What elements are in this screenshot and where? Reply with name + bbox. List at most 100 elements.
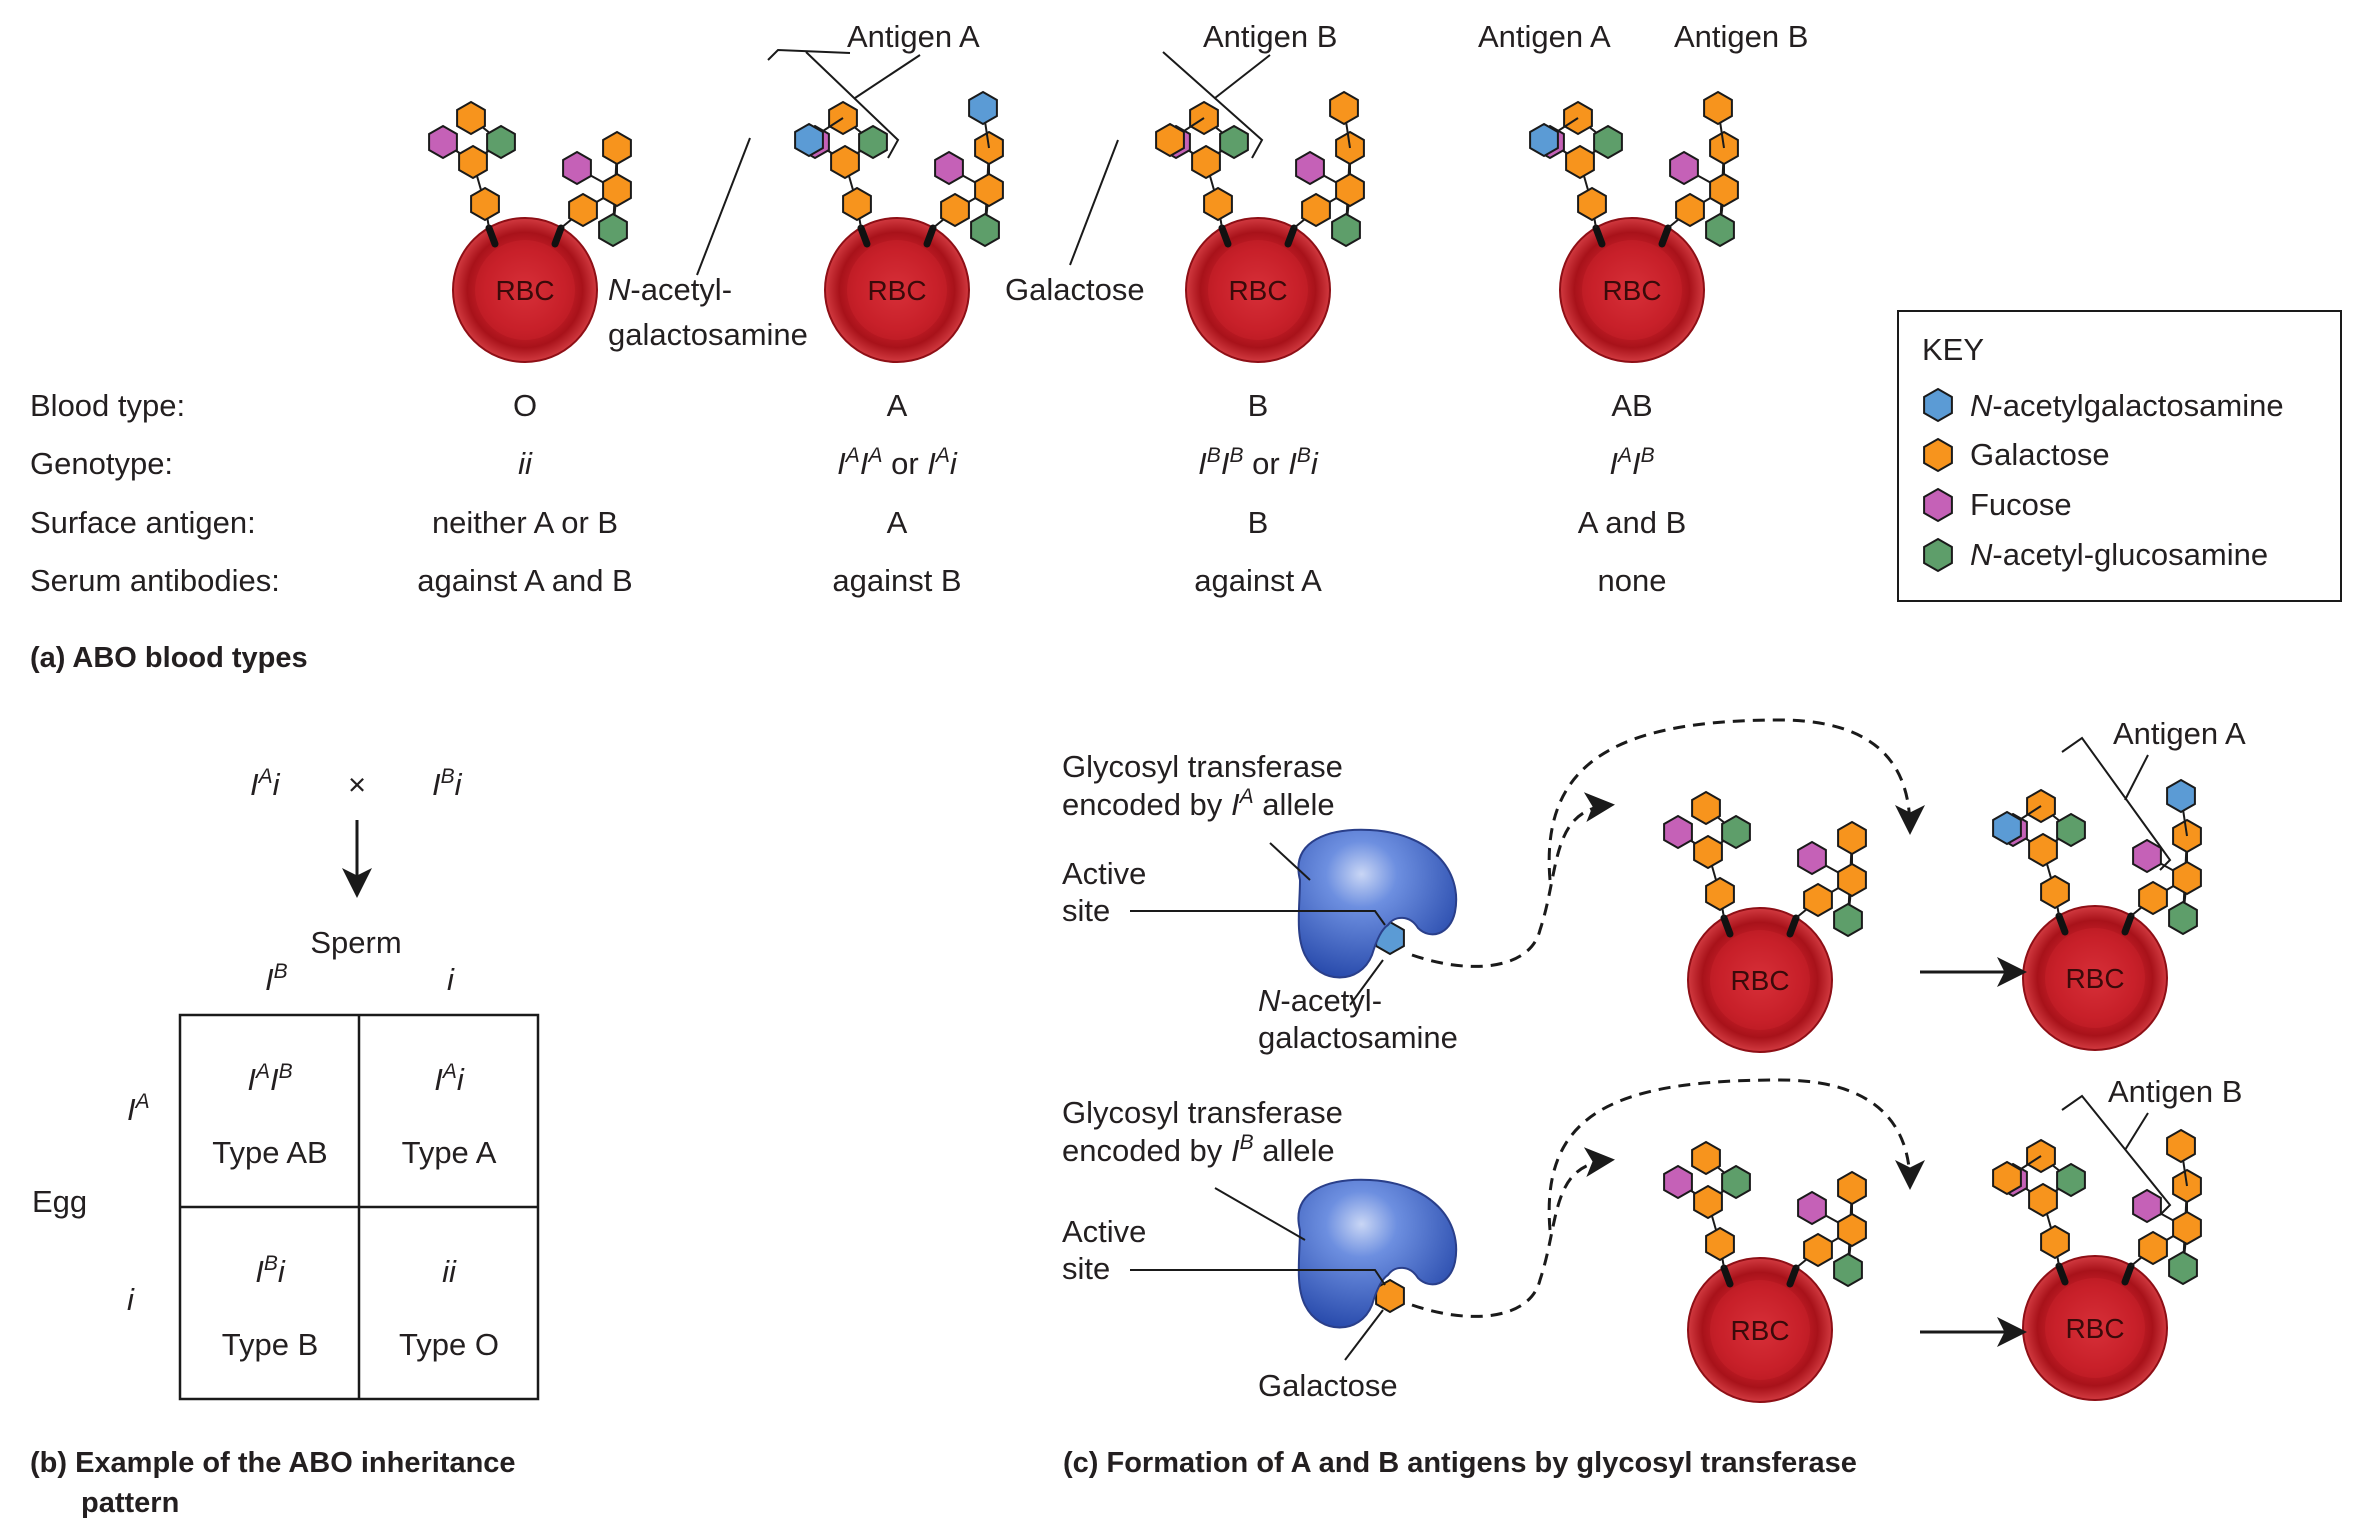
- rbc-label: RBC: [2065, 1313, 2124, 1344]
- top-enzyme-line2: encoded by IA allele: [1062, 785, 1335, 822]
- cross-symbol: ×: [348, 767, 366, 802]
- membrane-anchor: [485, 224, 499, 248]
- genotype-a: IAIA or IAi: [837, 444, 958, 481]
- galactose-hex: [1577, 186, 1607, 222]
- membrane-anchor: [1658, 224, 1672, 248]
- n-acetyl-glucosamine-hex: [486, 124, 516, 160]
- galactose-hex: [2028, 1182, 2058, 1218]
- bracket-a-top: [767, 48, 851, 61]
- n-acetyl-glucosamine-hex: [1721, 814, 1751, 850]
- galactose-hex: [2172, 1210, 2202, 1246]
- panel-b-punnett: IAi × IBi Sperm IB i Egg IA i IAIB Type …: [30, 765, 540, 1519]
- galactose-hex: [1301, 192, 1331, 228]
- galactose-hex: [2138, 1230, 2168, 1266]
- cell-o-type: Type O: [399, 1327, 499, 1362]
- n-acetyl-glucosamine-hex: [1833, 902, 1863, 938]
- key-label-n-acetylgalactosamine: N-acetylgalactosamine: [1970, 388, 2284, 423]
- top-enzyme-line1: Glycosyl transferase: [1062, 749, 1343, 784]
- panel-c-caption: (c) Formation of A and B antigens by gly…: [1063, 1447, 1857, 1479]
- galactose-hex: [1992, 1160, 2022, 1196]
- n-acetyl-glucosamine-hex: [970, 212, 1000, 248]
- galactose-hex: [1191, 144, 1221, 180]
- membrane-anchor: [1786, 1264, 1800, 1288]
- top-substrate-line1: N-acetyl-: [1258, 983, 1382, 1018]
- surface-a: A: [887, 505, 908, 540]
- n-acetyl-glucosamine-hex: [598, 212, 628, 248]
- membrane-anchor: [2121, 1262, 2135, 1286]
- galactose-hex: [1329, 90, 1359, 126]
- galactose-hex: [1335, 172, 1365, 208]
- bottom-antigen-leader: [2124, 1112, 2149, 1151]
- galactose-hex: [2028, 832, 2058, 868]
- bottom-active-line1: Active: [1062, 1214, 1146, 1249]
- galactose-hex: [1691, 1140, 1721, 1176]
- galactose-hex: [602, 172, 632, 208]
- panel-a-caption: (a) ABO blood types: [30, 642, 308, 674]
- galactose-hex: [1693, 1184, 1723, 1220]
- antibodies-ab: none: [1598, 563, 1667, 598]
- fucose-hex: [934, 150, 964, 186]
- antigen-b-callout: Antigen B: [1203, 19, 1337, 54]
- membrane-anchor: [2055, 912, 2069, 936]
- egg-allele-i: i: [127, 1282, 135, 1317]
- bottom-dashed-to-antigen: [1547, 1078, 1925, 1231]
- bottom-active-leader: [1130, 1269, 1386, 1286]
- galactose-hex: [568, 192, 598, 228]
- ab-antigen-b-callout: Antigen B: [1674, 19, 1808, 54]
- genotype-ab: IAIB: [1609, 444, 1654, 481]
- egg-allele-a: IA: [127, 1090, 150, 1127]
- membrane-anchor: [551, 224, 565, 248]
- rbc-label: RBC: [867, 275, 926, 306]
- galactose-hex: [1837, 820, 1867, 856]
- surface-b: B: [1248, 505, 1269, 540]
- membrane-anchor: [923, 224, 937, 248]
- bottom-substrate-leader: [1344, 1309, 1384, 1361]
- galactose-hex: [470, 186, 500, 222]
- fucose-hex: [428, 124, 458, 160]
- panel-b-caption-line2: pattern: [81, 1487, 179, 1519]
- row-label-serum-antibodies: Serum antibodies:: [30, 563, 280, 598]
- parent-1-genotype: IAi: [250, 765, 281, 802]
- fucose-hex: [1669, 150, 1699, 186]
- blood-type-o: O: [513, 388, 537, 423]
- galactose-hex: [1709, 172, 1739, 208]
- key-legend: KEY N-acetylgalactosamine Galactose Fuco…: [1897, 310, 2342, 602]
- top-active-leader: [1130, 910, 1386, 926]
- n-acetyl-glucosamine-hex: [2168, 900, 2198, 936]
- galactose-hex: [1705, 876, 1735, 912]
- genotype-o: ii: [518, 446, 533, 481]
- key-title: KEY: [1922, 332, 1984, 367]
- galactose-hex: [458, 144, 488, 180]
- rbc-label: RBC: [1730, 965, 1789, 996]
- top-antigen-leader: [2124, 754, 2149, 801]
- n-acetyl-glucosamine-hex: [1833, 1252, 1863, 1288]
- galactose-hex: [1705, 1226, 1735, 1262]
- bracket-a: [805, 51, 900, 159]
- surface-ab: A and B: [1578, 505, 1687, 540]
- antibodies-o: against A and B: [417, 563, 632, 598]
- cell-ab-type: Type AB: [212, 1135, 327, 1170]
- membrane-anchor: [2055, 1262, 2069, 1286]
- genotype-b: IBIB or IBi: [1198, 444, 1319, 481]
- bracket-a-leader: [854, 54, 921, 99]
- n-acetylgalactosamine-hex: [1529, 122, 1559, 158]
- bottom-active-line2: site: [1062, 1251, 1110, 1286]
- membrane-anchor: [2121, 912, 2135, 936]
- n-acetyl-glucosamine-hex: [1721, 1164, 1751, 1200]
- membrane-anchor: [1720, 914, 1734, 938]
- bracket-b-leader: [1214, 54, 1271, 99]
- galactose-hex: [940, 192, 970, 228]
- key-n-acetylgalactosamine-icon: [1923, 387, 1953, 423]
- n-acetyl-glucosamine-hex: [2056, 1162, 2086, 1198]
- membrane-anchor: [1592, 224, 1606, 248]
- galactose-hex: [842, 186, 872, 222]
- galactose-leader: [1069, 139, 1119, 266]
- n-acetylgalactosamine-hex: [1992, 810, 2022, 846]
- rbc-center: [2045, 1278, 2145, 1378]
- key-label-fucose: Fucose: [1970, 487, 2072, 522]
- rbc-label: RBC: [1602, 275, 1661, 306]
- antibodies-b: against A: [1194, 563, 1322, 598]
- sperm-label: Sperm: [310, 925, 401, 960]
- top-dashed-to-cell: [1411, 792, 1615, 968]
